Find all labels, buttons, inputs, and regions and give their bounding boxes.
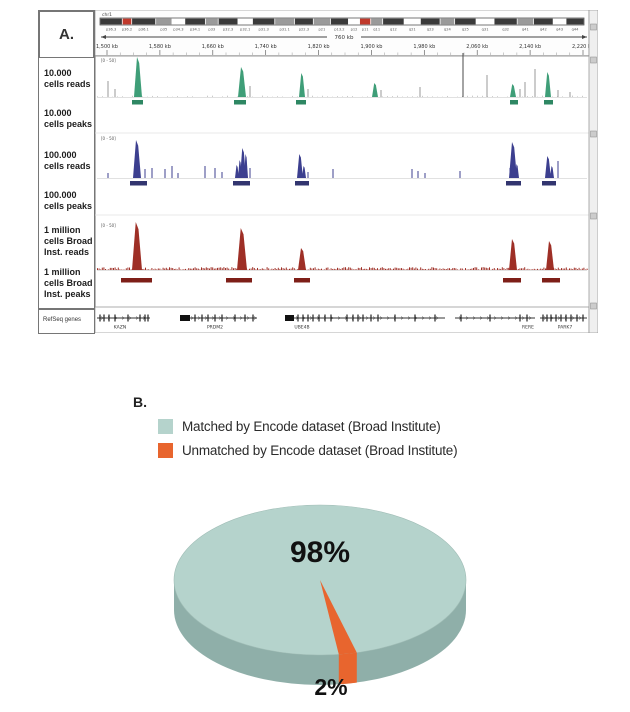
svg-text:q44: q44 [572, 28, 580, 32]
pie-legend: Matched by Encode dataset (Broad Institu… [158, 419, 457, 467]
svg-text:[0 - 50]: [0 - 50] [101, 136, 116, 141]
pie-value-unmatched: 2% [300, 674, 362, 701]
svg-text:p21: p21 [318, 28, 325, 32]
legend-item-matched: Matched by Encode dataset (Broad Institu… [158, 419, 457, 434]
svg-text:q23: q23 [427, 28, 434, 32]
svg-text:q43: q43 [556, 28, 563, 32]
track-label-1m-reads: 1 million cells Broad Inst. reads [44, 225, 93, 257]
svg-text:[0 - 50]: [0 - 50] [101, 223, 116, 228]
svg-text:1,500 kb: 1,500 kb [96, 44, 118, 50]
svg-text:p11: p11 [362, 28, 369, 32]
svg-text:q24: q24 [444, 28, 452, 32]
svg-text:p33: p33 [208, 28, 215, 32]
svg-text:PARK7: PARK7 [558, 325, 573, 331]
svg-text:p36.2: p36.2 [122, 28, 132, 32]
svg-text:p13.2: p13.2 [334, 28, 344, 32]
track-label-10k-reads: 10.000 cells reads [44, 68, 93, 90]
track-label-10k-peaks: 10.000 cells peaks [44, 108, 93, 130]
svg-text:p35: p35 [160, 28, 167, 32]
track-label-100k-peaks: 100.000 cells peaks [44, 190, 93, 212]
svg-text:p22.3: p22.3 [299, 28, 309, 32]
svg-text:KAZN: KAZN [114, 325, 126, 331]
svg-text:chr1: chr1 [102, 12, 112, 18]
svg-text:UBE4B: UBE4B [294, 325, 309, 331]
svg-text:p32.3: p32.3 [223, 28, 233, 32]
svg-text:1,580 kb: 1,580 kb [149, 44, 171, 50]
svg-text:2,060 kb: 2,060 kb [466, 44, 488, 50]
legend-item-unmatched: Unmatched by Encode dataset (Broad Insti… [158, 443, 457, 458]
svg-text:q11: q11 [373, 28, 380, 32]
svg-text:p32.1: p32.1 [240, 28, 250, 32]
track-label-column: 10.000 cells reads 10.000 cells peaks 10… [38, 57, 95, 309]
unmatched-color-swatch [158, 443, 173, 458]
track-label-100k-reads: 100.000 cells reads [44, 150, 93, 172]
svg-text:PRDM2: PRDM2 [207, 325, 223, 331]
svg-text:p31.1: p31.1 [279, 28, 289, 32]
panel-a-label: A. [38, 10, 95, 59]
genome-browser-panel: chr1 p36.3 p36.2 p36.1 p35 p34.3 p34.1 p33 p32.3… [95, 10, 598, 333]
svg-text:2,140 kb: 2,140 kb [519, 44, 541, 50]
svg-text:p36.1: p36.1 [139, 28, 149, 32]
svg-text:[0 - 50]: [0 - 50] [101, 58, 116, 63]
svg-text:p36.3: p36.3 [106, 28, 116, 32]
svg-text:p34.1: p34.1 [190, 28, 200, 32]
svg-text:1,980 kb: 1,980 kb [413, 44, 435, 50]
svg-text:q12: q12 [390, 28, 397, 32]
svg-text:1,660 kb: 1,660 kb [202, 44, 224, 50]
panel-b-label: B. [133, 394, 147, 410]
svg-text:q25: q25 [462, 28, 469, 32]
legend-label-unmatched: Unmatched by Encode dataset (Broad Insti… [182, 443, 457, 458]
refseq-label-cell: RefSeq genes [38, 309, 95, 334]
svg-text:1,820 kb: 1,820 kb [308, 44, 330, 50]
refseq-label: RefSeq genes [43, 317, 81, 323]
svg-text:760 kb: 760 kb [335, 35, 354, 41]
track-label-1m-peaks: 1 million cells Broad Inst. peaks [44, 267, 93, 299]
svg-text:RERE: RERE [522, 325, 534, 331]
svg-text:q31: q31 [482, 28, 489, 32]
matched-color-swatch [158, 419, 173, 434]
pie-value-matched: 98% [280, 536, 360, 570]
svg-text:1,740 kb: 1,740 kb [255, 44, 277, 50]
svg-text:q32: q32 [502, 28, 509, 32]
svg-text:1,900 kb: 1,900 kb [360, 44, 382, 50]
svg-text:q41: q41 [522, 28, 529, 32]
legend-label-matched: Matched by Encode dataset (Broad Institu… [182, 419, 441, 434]
svg-text:p31.3: p31.3 [258, 28, 268, 32]
svg-text:q42: q42 [540, 28, 547, 32]
genome-browser-canvas: chr1 p36.3 p36.2 p36.1 p35 p34.3 p34.1 p33 p32.3… [95, 10, 598, 333]
svg-text:p12: p12 [351, 28, 358, 32]
svg-text:p34.3: p34.3 [173, 28, 183, 32]
svg-text:q21: q21 [409, 28, 416, 32]
